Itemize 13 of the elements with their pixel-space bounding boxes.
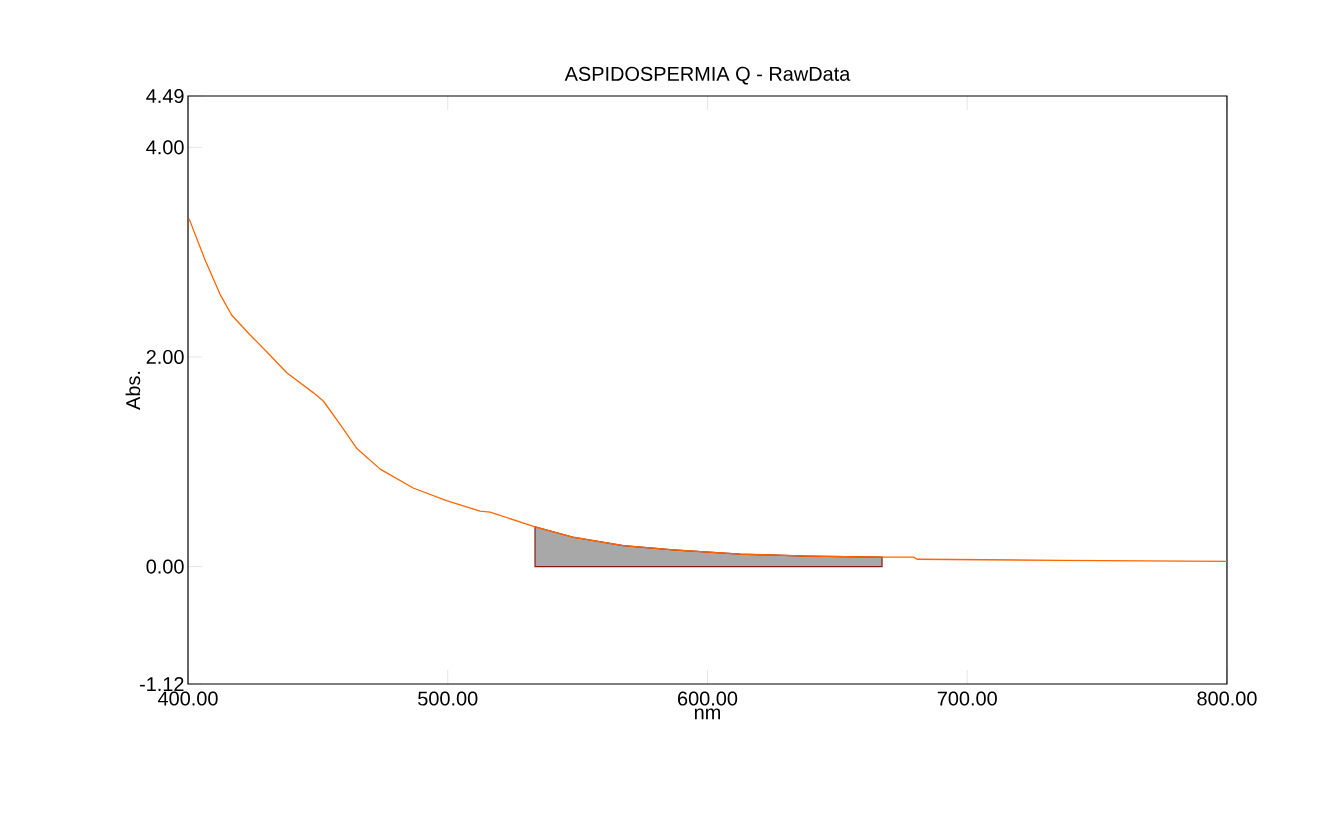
x-tick-label: 600.00 bbox=[678, 691, 738, 706]
x-tick-label: 700.00 bbox=[937, 691, 997, 706]
x-tick-label: 400.00 bbox=[157, 691, 218, 706]
x-tick-label: 500.00 bbox=[418, 691, 478, 706]
y-tick-label: 2.00 bbox=[146, 349, 184, 365]
y-axis-title: Abs. bbox=[125, 371, 141, 410]
chart-title: ASPIDOSPERMIA Q - RawData bbox=[564, 66, 851, 85]
y-tick-label: 0.00 bbox=[146, 559, 184, 574]
y-tick-label: 4.49 bbox=[146, 88, 184, 104]
x-axis-title: nm bbox=[694, 708, 720, 720]
y-tick-label: -1.12 bbox=[139, 677, 184, 691]
y-tick-label: 4.00 bbox=[146, 140, 184, 155]
x-tick-label: 800.00 bbox=[1197, 691, 1257, 706]
